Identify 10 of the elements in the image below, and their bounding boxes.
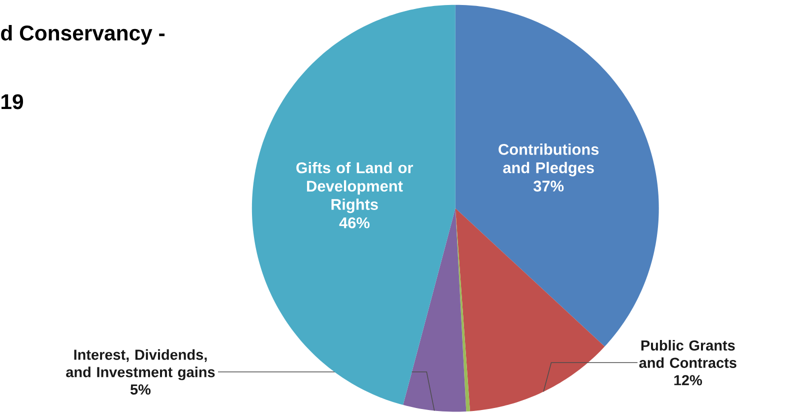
slice-label: Contributions and Pledges <box>498 144 599 177</box>
data-label: 5% <box>130 384 151 395</box>
data-label: 46% <box>339 218 370 228</box>
slice-label: Public Grants and Contracts <box>639 340 736 368</box>
slice-label: Interest, Dividends, and Investment gains <box>66 349 215 380</box>
text: d Conservancy - <box>1 25 165 45</box>
slice-label: Gifts of Land or Development Rights <box>296 162 414 214</box>
data-label: 37% <box>533 180 564 192</box>
data-label: 12% <box>674 375 702 386</box>
text: 19 <box>2 94 24 110</box>
